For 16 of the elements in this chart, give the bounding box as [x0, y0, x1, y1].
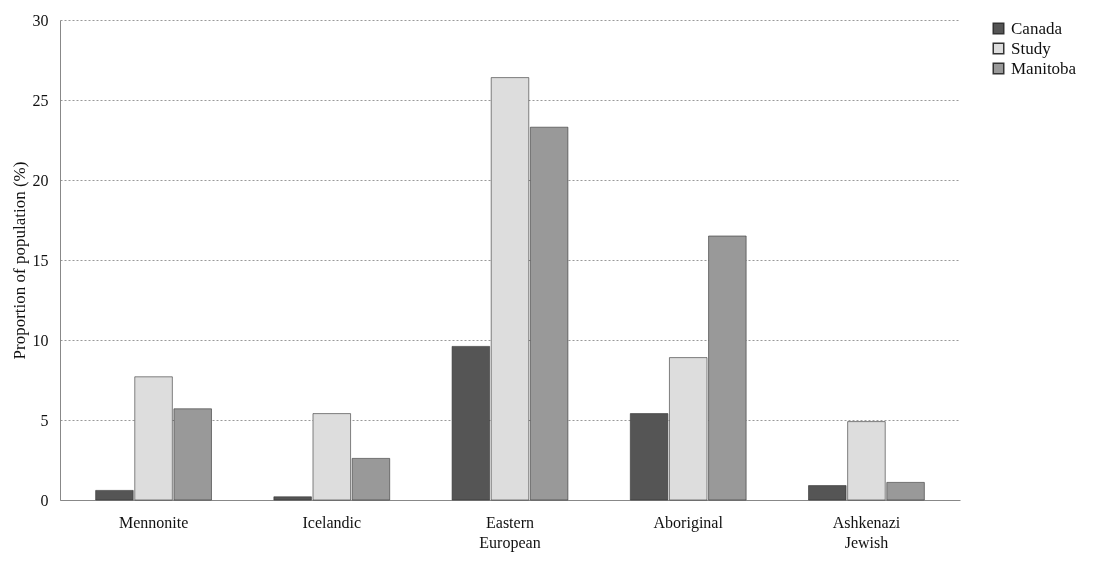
x-tick-label: Aboriginal: [653, 513, 724, 532]
y-tick-label: 5: [40, 411, 49, 429]
x-tick-label: Eastern European: [479, 513, 541, 552]
x-tick-label: Icelandic: [302, 513, 362, 531]
y-tick-label: 25: [32, 91, 49, 109]
legend-label: Study: [1011, 38, 1052, 58]
x-tick-label: Mennonite: [118, 513, 189, 531]
legend-label: Canada: [1011, 18, 1063, 38]
y-tick-label: 30: [32, 11, 49, 29]
y-tick-label: 10: [32, 331, 49, 349]
x-tick-label: Ashkenazi Jewish: [832, 513, 901, 551]
legend-label: Manitoba: [1011, 58, 1077, 78]
y-tick-label: 15: [32, 251, 49, 269]
y-tick-label: 0: [40, 491, 49, 509]
y-tick-label: 20: [32, 171, 49, 189]
y-axis-title: Proportion of population (%): [9, 161, 29, 360]
